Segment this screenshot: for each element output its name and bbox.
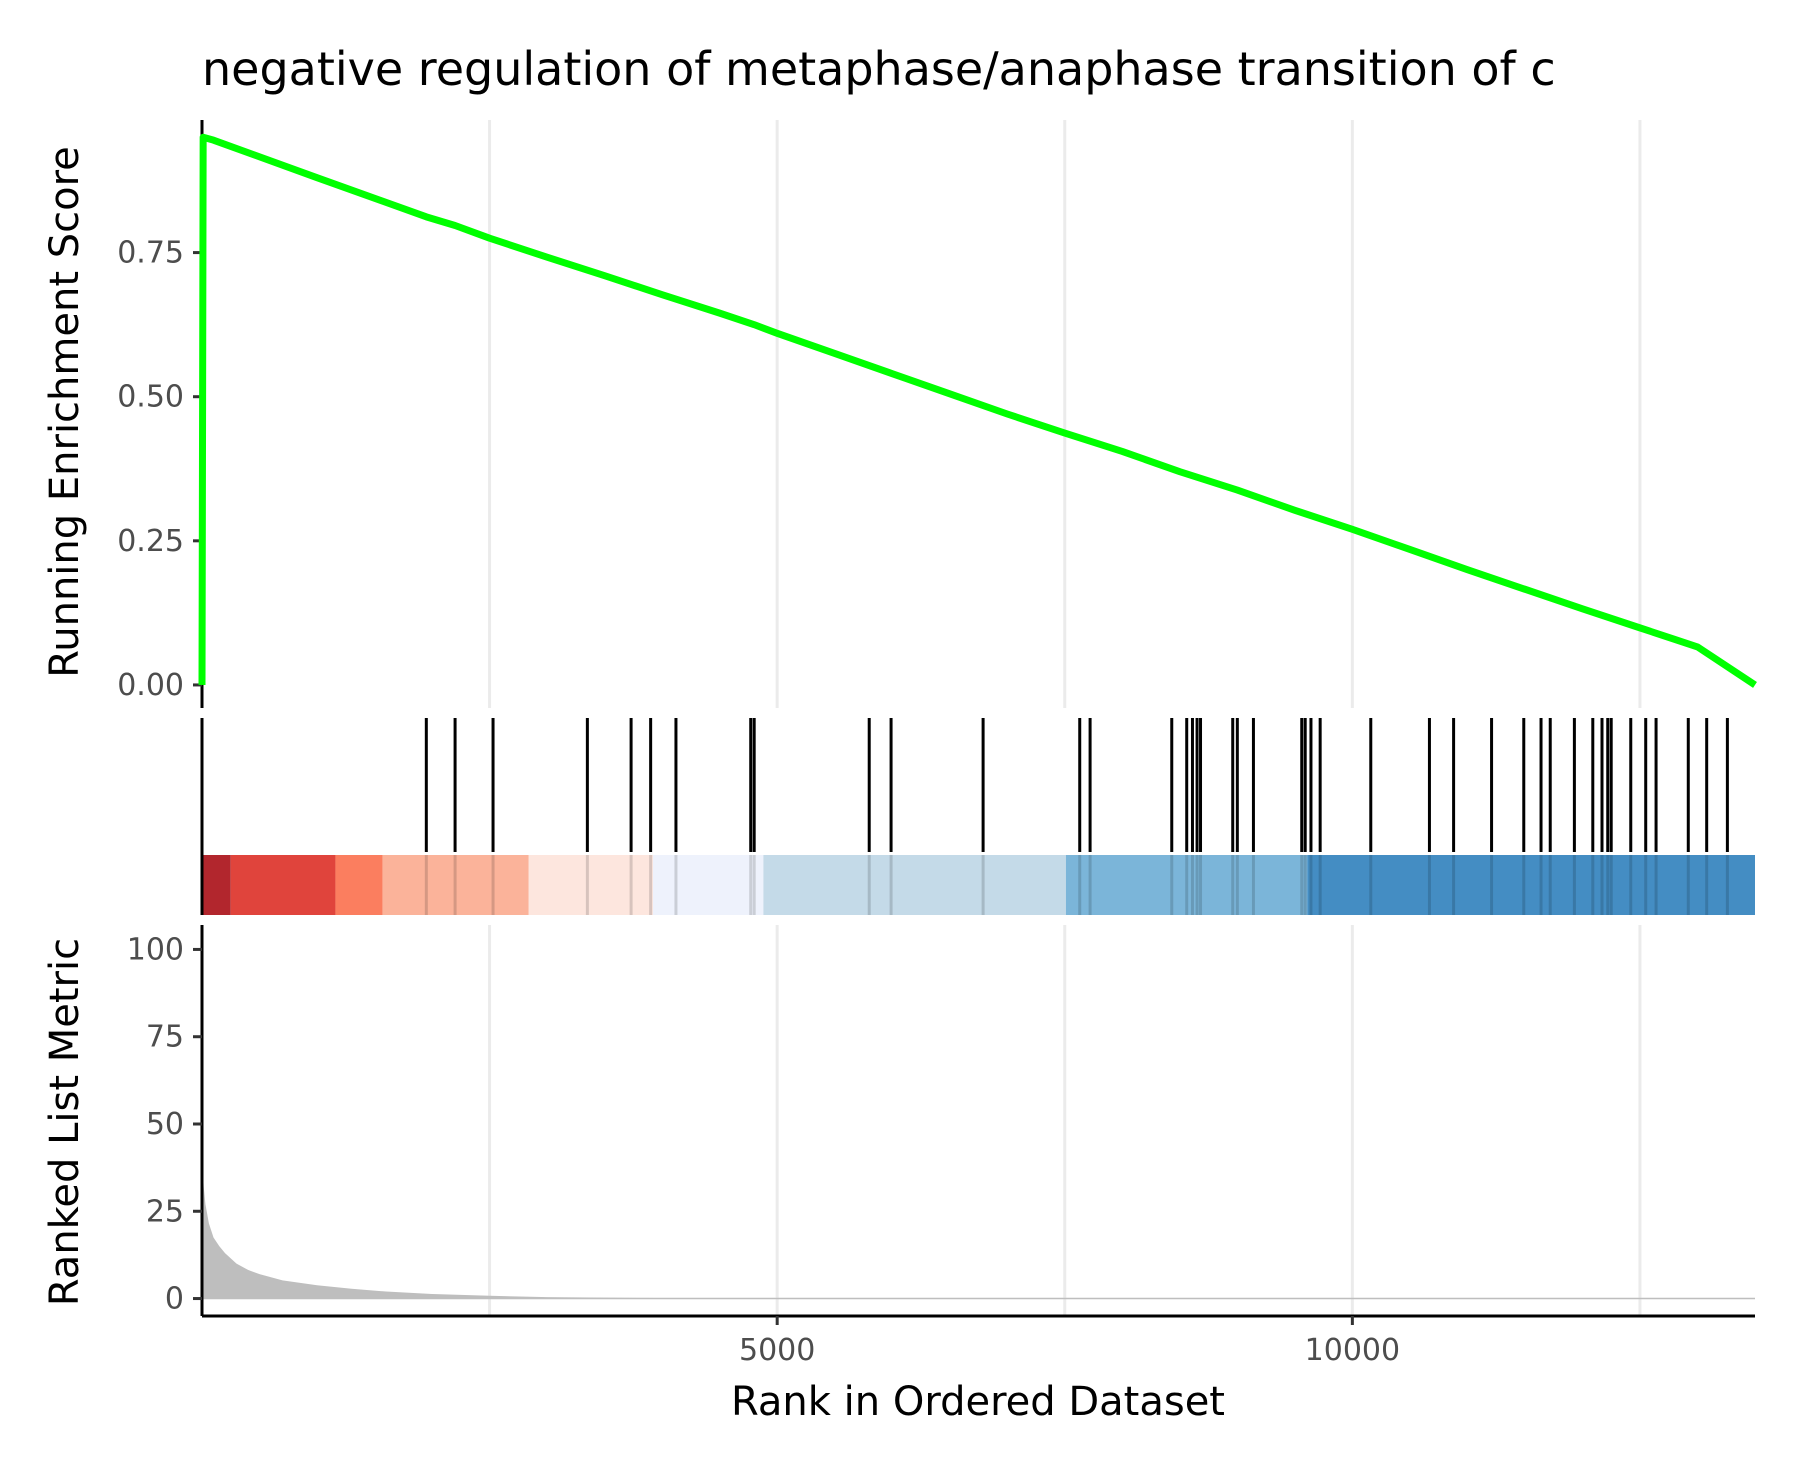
gene-hit-marks-overlay [424,855,1729,915]
y-tick-label: 0.25 [117,524,184,559]
y-tick-label: 0.50 [117,380,184,415]
x-tick-label: 10000 [1305,1333,1400,1368]
heat-strip-segment [1307,855,1755,915]
x-axis-title: Rank in Ordered Dataset [731,1379,1225,1425]
x-axis: 5000 10000 [202,1314,1755,1368]
hits-panel [200,718,1755,915]
plot-title: negative regulation of metaphase/anaphas… [202,42,1556,96]
x-tick-label: 5000 [739,1333,815,1368]
running-score-line [198,133,1757,688]
bottom-panel-gridlines [488,925,1642,1316]
ranked-metric-y-axis: 0 25 50 75 100 [127,925,204,1317]
heat-strip-segment [1065,855,1308,915]
heat-strip-segment [335,855,383,915]
running-score-panel: 0.00 0.25 0.50 0.75 Running Enrichment Scor… [42,120,1757,708]
rank-heat-strip [202,855,1755,915]
gene-hit-marks [424,718,1729,852]
y-tick-label: 0.00 [117,668,184,703]
y-tick-label: 0.75 [117,236,184,271]
top-panel-gridlines [488,120,1642,708]
ranked-metric-y-title: Ranked List Metric [42,938,88,1306]
y-tick-label: 75 [146,1020,184,1055]
heat-strip-segment [382,855,529,915]
heat-strip-segment [763,855,1066,915]
y-tick-label: 100 [127,932,184,967]
heat-strip-segment [652,855,764,915]
y-tick-label: 50 [146,1107,184,1142]
heat-strip-segment [202,855,231,915]
heat-strip-segment [528,855,653,915]
running-score-y-title: Running Enrichment Score [42,146,88,678]
heat-strip-segment [230,855,336,915]
y-tick-label: 25 [146,1194,184,1229]
y-tick-label: 0 [165,1282,184,1317]
